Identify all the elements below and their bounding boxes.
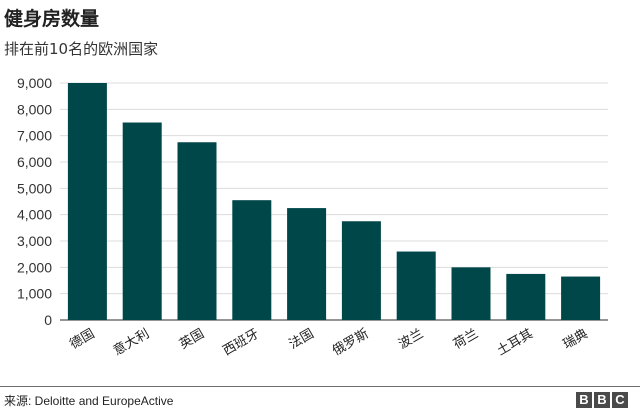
y-tick-label: 7,000	[17, 128, 52, 144]
x-tick-label: 波兰	[396, 326, 426, 352]
x-tick-label: 俄罗斯	[330, 326, 371, 358]
y-tick-label: 9,000	[17, 75, 52, 91]
x-tick-label: 荷兰	[451, 326, 481, 352]
bar	[561, 276, 601, 320]
y-tick-label: 4,000	[17, 207, 52, 223]
bar	[396, 251, 436, 320]
y-axis-ticks: 0 1,000 2,000 3,000 4,000 5,000 6,000 7,000 8,00…	[17, 75, 52, 328]
y-tick-label: 2,000	[17, 259, 52, 275]
bbc-logo-letter: B	[594, 392, 610, 408]
bar	[232, 200, 272, 320]
x-tick-label: 法国	[287, 326, 317, 352]
bar	[177, 142, 217, 320]
y-tick-label: 1,000	[17, 286, 52, 302]
x-axis-ticks: 德国 意大利 英国 西班牙 法国 俄罗斯 波兰 荷兰 土耳其 瑞典	[67, 326, 590, 359]
bbc-logo-letter: C	[612, 392, 628, 408]
y-tick-label: 0	[44, 312, 52, 328]
bar	[287, 208, 327, 320]
y-tick-label: 6,000	[17, 154, 52, 170]
bar	[341, 221, 381, 320]
bar	[506, 273, 546, 320]
y-tick-label: 8,000	[17, 101, 52, 117]
bbc-logo: B B C	[576, 392, 628, 408]
bar-chart: 0 1,000 2,000 3,000 4,000 5,000 6,000 7,000 8,00…	[17, 75, 608, 359]
bar	[122, 122, 162, 320]
x-tick-label: 德国	[67, 326, 97, 352]
chart-title: 健身房数量	[4, 8, 100, 30]
y-tick-label: 3,000	[17, 233, 52, 249]
source-note: 来源: Deloitte and EuropeActive	[4, 394, 174, 408]
y-tick-label: 5,000	[17, 180, 52, 196]
x-tick-label: 意大利	[110, 326, 152, 359]
x-tick-label: 西班牙	[221, 326, 262, 358]
bar	[451, 267, 491, 320]
chart-subtitle: 排在前10名的欧洲国家	[4, 40, 159, 58]
footer-divider	[0, 386, 640, 387]
bars	[67, 83, 601, 320]
x-tick-label: 土耳其	[495, 326, 536, 358]
x-tick-label: 英国	[177, 326, 207, 352]
bar	[67, 83, 107, 320]
bbc-logo-letter: B	[576, 392, 592, 408]
x-tick-label: 瑞典	[561, 326, 591, 352]
